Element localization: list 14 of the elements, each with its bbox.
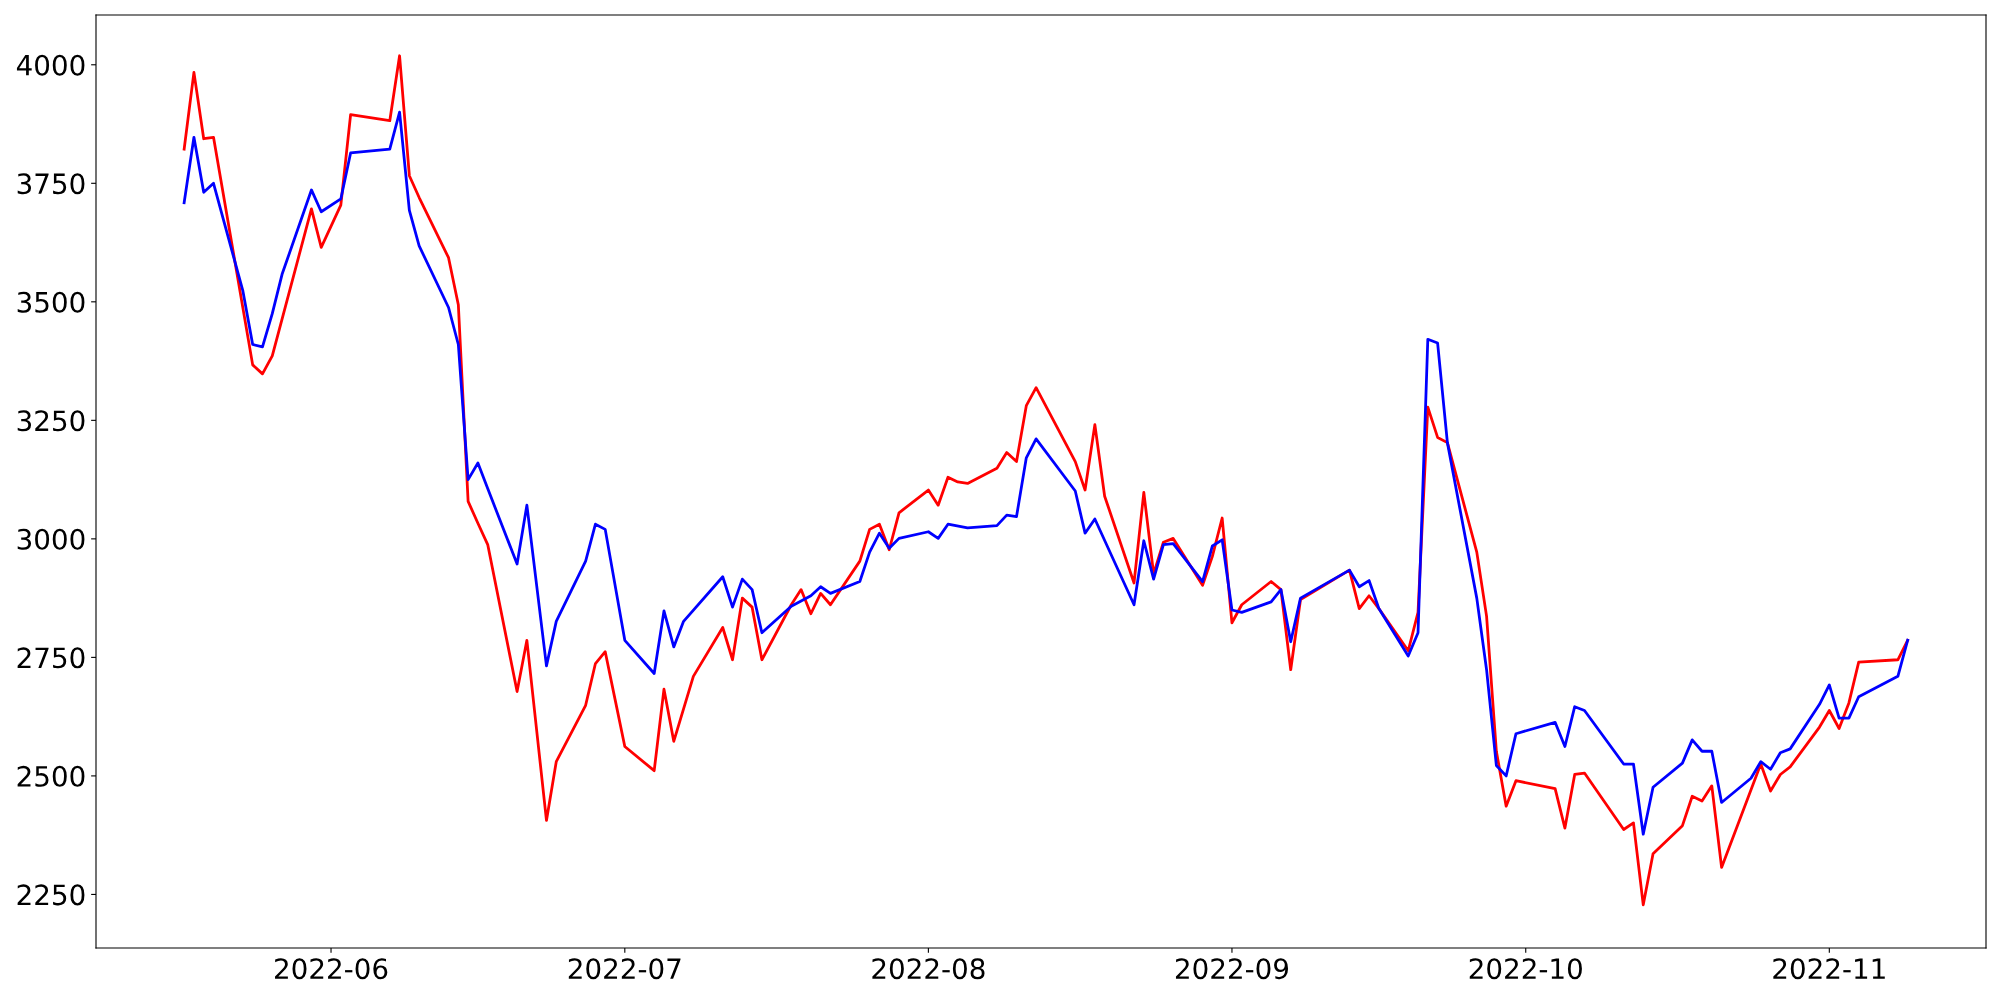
- x-tick-label: 2022-11: [1773, 958, 1885, 980]
- y-tick-label: 4000: [16, 54, 85, 76]
- x-tick-label: 2022-06: [275, 958, 388, 980]
- y-tick-label: 3250: [17, 410, 85, 432]
- x-tick-label: 2022-09: [1175, 958, 1289, 980]
- x-tick-label: 2022-10: [1469, 958, 1582, 980]
- x-tick-label: 2022-07: [568, 958, 681, 980]
- y-tick-label: 3750: [17, 173, 85, 195]
- y-tick-label: 2750: [17, 647, 85, 669]
- x-tick-label: 2022-08: [872, 958, 985, 980]
- y-tick-label: 2500: [17, 765, 85, 787]
- y-tick-label: 3000: [17, 528, 85, 550]
- y-tick-label: 3500: [17, 291, 85, 313]
- y-tick-label: 2250: [17, 884, 85, 906]
